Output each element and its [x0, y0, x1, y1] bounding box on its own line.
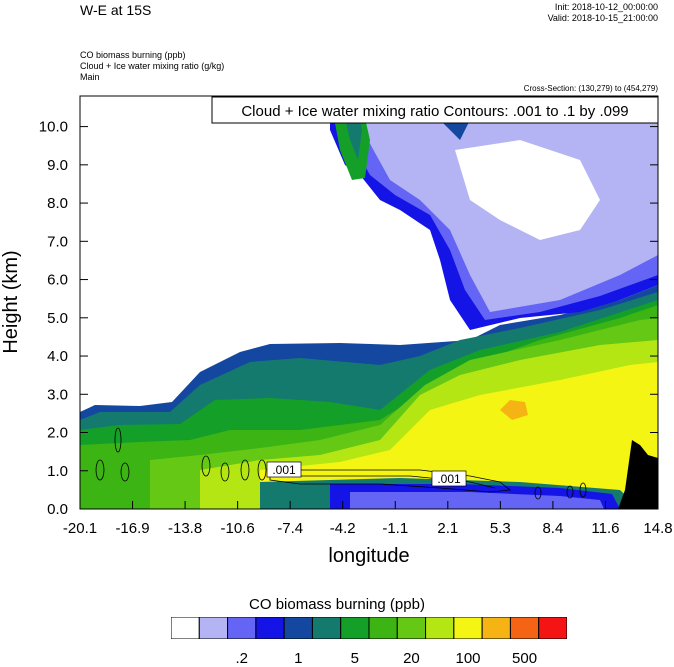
x-tick-label: 2.1 [437, 520, 458, 537]
y-tick-label: 8.0 [47, 195, 68, 212]
y-tick-label: 4.0 [47, 348, 68, 365]
x-tick-label: -10.6 [221, 520, 255, 537]
y-axis: 0.0 1.0 2.0 3.0 4.0 5.0 6.0 7.0 8.0 9.0 10.0 [39, 119, 658, 518]
colorbar-label: 100 [455, 650, 481, 667]
field-line-co: CO biomass burning (ppb) [80, 50, 186, 60]
y-axis-label: Height (km) [0, 250, 22, 353]
x-tick-label: -4.2 [330, 520, 356, 537]
plot-frame [79, 95, 659, 510]
x-tick-label: 8.4 [542, 520, 563, 537]
cross-section-plot: .001 .001 0.0 1.0 2.0 3.0 4.0 5.0 6.0 7.0 8.0 9.0… [0, 95, 673, 567]
contour-info-text: Cloud + Ice water mixing ratio Contours:… [241, 103, 628, 120]
colorbar-swatch [198, 617, 229, 639]
x-tick-label: 11.6 [591, 520, 619, 537]
field-line-main: Main [80, 72, 100, 82]
y-tick-label: 7.0 [47, 233, 68, 250]
x-tick-label: -1.1 [382, 520, 408, 537]
colorbar-swatch [283, 617, 313, 639]
colorbar-label: 1 [294, 650, 303, 667]
time-info: Init: 2018-10-12_00:00:00 Valid: 2018-10… [548, 2, 658, 24]
y-tick-label: 1.0 [47, 463, 68, 480]
colorbar-swatch [453, 617, 483, 639]
y-tick-label: 6.0 [47, 272, 68, 289]
contour-label-2: .001 [437, 472, 461, 486]
x-tick-label: -7.4 [277, 520, 303, 537]
heatmap-fill [80, 96, 658, 509]
y-tick-label: 5.0 [47, 310, 68, 327]
cross-section-info: Cross-Section: (130,279) to (454,279) [523, 84, 658, 93]
contour-labels: .001 .001 [266, 461, 467, 487]
field-line-cloud: Cloud + Ice water mixing ratio (g/kg) [80, 61, 225, 71]
colorbar-swatch [425, 617, 455, 639]
init-time: Init: 2018-10-12_00:00:00 [554, 2, 658, 12]
colorbar-title: CO biomass burning (ppb) [249, 596, 425, 613]
colorbar-swatch [538, 617, 567, 639]
contour-label-1: .001 [272, 463, 296, 477]
colorbar-swatch [227, 617, 257, 639]
colorbar-swatch [509, 617, 540, 639]
colorbar [171, 617, 567, 639]
colorbar-swatch [171, 617, 200, 639]
y-tick-label: 0.0 [47, 501, 68, 518]
x-tick-label: -16.9 [115, 520, 149, 537]
field-list: CO biomass burning (ppb) Cloud + Ice wat… [80, 50, 224, 83]
valid-time: Valid: 2018-10-15_21:00:00 [547, 13, 658, 23]
colorbar-label: 500 [512, 650, 538, 667]
colorbar-swatch [340, 617, 370, 639]
x-tick-label: 5.3 [490, 520, 511, 537]
x-tick-label: 14.8 [643, 520, 672, 537]
y-tick-label: 2.0 [47, 425, 68, 442]
x-axis: -20.1 -16.9 -13.8 -10.6 -7.4 -4.2 -1.1 2.1 5.3 8.… [63, 501, 673, 537]
colorbar-label: .2 [235, 650, 248, 667]
colorbar-swatch [368, 617, 398, 639]
colorbar-swatch [396, 617, 427, 639]
y-tick-label: 10.0 [39, 119, 68, 136]
plot-title: W-E at 15S [80, 2, 152, 18]
y-tick-label: 3.0 [47, 386, 68, 403]
colorbar-swatch [255, 617, 285, 639]
colorbar-label: 20 [403, 650, 420, 667]
x-tick-label: -20.1 [63, 520, 97, 537]
x-tick-label: -13.8 [168, 520, 202, 537]
y-tick-label: 9.0 [47, 157, 68, 174]
colorbar-label: 5 [350, 650, 360, 667]
contour-info-box [211, 96, 659, 124]
colorbar-swatch [481, 617, 511, 639]
colorbar-swatch [311, 617, 342, 639]
x-axis-label: longitude [328, 545, 409, 567]
